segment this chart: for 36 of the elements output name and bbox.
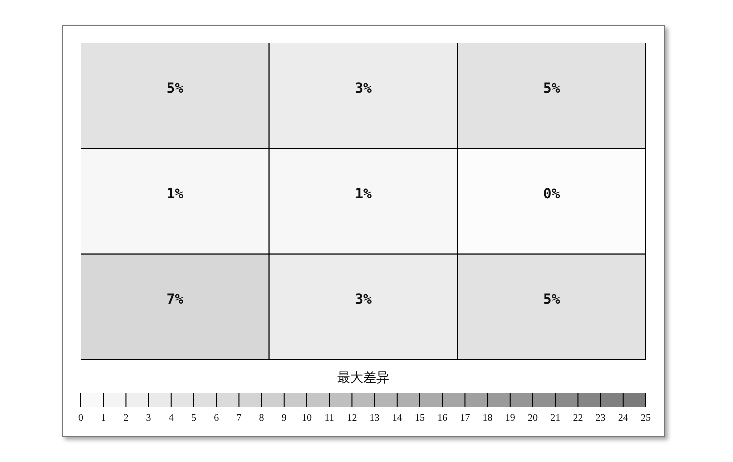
- color-bar-label: 12: [347, 413, 358, 424]
- data-label: 3%: [355, 292, 372, 308]
- color-bar-label: 14: [392, 413, 402, 424]
- color-bar-label: 1: [101, 413, 106, 424]
- color-bar-label: 16: [438, 413, 448, 424]
- data-label: 3%: [355, 80, 372, 97]
- color-bar-label: 25: [641, 413, 651, 424]
- color-bar-label: 13: [370, 413, 380, 424]
- color-bar-label: 20: [528, 413, 538, 424]
- color-bar-label: 24: [618, 413, 628, 424]
- color-bar-label: 9: [282, 413, 287, 424]
- data-label: 0%: [543, 186, 561, 202]
- color-bar-label: 15: [415, 413, 425, 424]
- data-label: 7%: [166, 292, 184, 308]
- data-label: 1%: [355, 186, 372, 202]
- color-bar-label: 5: [192, 413, 196, 424]
- color-bar-label: 4: [168, 413, 174, 424]
- color-bar-label: 11: [324, 413, 334, 424]
- data-label: 1%: [166, 186, 184, 202]
- color-bar-label: 23: [596, 413, 606, 424]
- color-bar-label: 22: [573, 413, 584, 424]
- color-bar-title: 最大差异: [338, 371, 390, 386]
- color-bar-label: 6: [214, 413, 220, 424]
- color-bar-label: 17: [460, 413, 470, 424]
- color-bar-label: 8: [259, 413, 264, 424]
- color-bar-label: 0: [78, 413, 84, 424]
- data-label: 5%: [543, 292, 561, 308]
- color-bar-label: 18: [482, 413, 493, 424]
- data-label: 5%: [543, 80, 561, 97]
- color-bar-label: 2: [124, 413, 129, 424]
- color-bar-label: 10: [302, 413, 312, 424]
- color-bar-label: 21: [550, 413, 561, 424]
- color-bar-label: 19: [505, 413, 516, 424]
- color-bar-label: 7: [236, 413, 242, 424]
- color-bar-label: 3: [146, 413, 152, 424]
- data-label: 5%: [166, 80, 184, 97]
